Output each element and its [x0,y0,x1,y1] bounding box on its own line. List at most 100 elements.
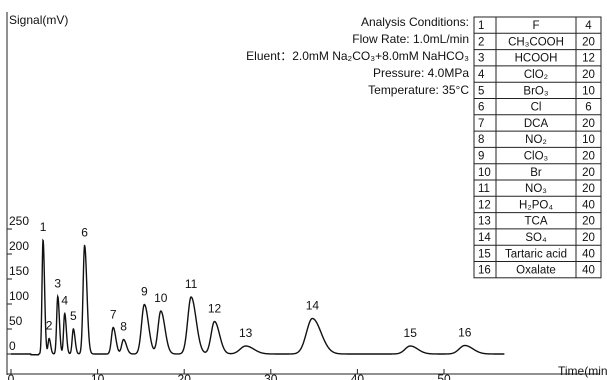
table-cell-analyte: ClO₂ [524,69,548,81]
table-row: 14 SO₄ 20 [478,232,595,244]
x-tick-label: 50 [437,372,451,380]
x-tick-label: 30 [264,372,278,380]
table-cell-analyte: F [532,20,539,32]
y-tick-label: 0 [9,339,16,353]
table-cell-no: 7 [478,118,484,130]
y-tick-label: 50 [9,314,23,328]
table-cell-analyte: Cl [531,102,542,114]
table-cell-no: 4 [478,69,485,81]
table-cell-analyte: DCA [524,118,549,130]
y-tick-label: 100 [9,289,29,303]
table-cell-no: 11 [478,183,490,195]
table-cell-conc: 10 [582,134,595,146]
peak-label: 15 [404,326,418,340]
y-tick-label: 250 [9,214,29,228]
table-cell-conc: 40 [582,199,595,211]
peak-label: 9 [141,285,148,299]
table-cell-analyte: Tartaric acid [505,248,567,260]
table-cell-conc: 20 [582,69,595,81]
table-row: 8 NO₂ 10 [478,134,595,146]
table-cell-conc: 20 [582,167,595,179]
table-cell-no: 2 [478,36,484,48]
y-axis-label: Signal(mV) [9,13,68,27]
table-row: 5 BrO₃ 10 [478,85,595,97]
table-cell-conc: 6 [585,102,591,114]
peak-label: 7 [110,308,117,322]
analyte-table: 1 F 4 2 CH₃COOH 20 3 HCOOH 12 4 ClO₂ 20 5 BrO₃ 10 6 Cl 6 7… [473,16,602,279]
table-row: 13 TCA 20 [478,216,595,228]
table-row: 10 Br 20 [478,167,595,179]
peak-label: 2 [46,319,53,333]
table-cell-no: 6 [478,102,484,114]
conditions-eluent: Eluent：2.0mM Na₂CO₃+8.0mM NaHCO₃ [246,49,469,63]
table-cell-no: 16 [478,265,491,277]
table-cell-conc: 20 [582,216,595,228]
table-cell-conc: 40 [582,265,595,277]
peak-label: 14 [306,299,320,313]
table-cell-analyte: NO₃ [525,183,547,195]
table-row: 12 H₂PO₄ 40 [478,199,595,211]
table-row: 7 DCA 20 [478,118,595,130]
y-tick-label: 200 [9,239,29,253]
table-cell-conc: 20 [582,232,595,244]
peak-label: 12 [208,302,222,316]
table-cell-no: 8 [478,134,484,146]
table-cell-analyte: TCA [525,216,548,228]
table-cell-no: 14 [478,232,491,244]
peak-label: 13 [239,326,253,340]
table-cell-analyte: H₂PO₄ [519,199,553,211]
table-cell-no: 10 [478,167,491,179]
table-row: 6 Cl 6 [478,102,592,114]
table-row: 2 CH₃COOH 20 [478,36,595,48]
table-cell-no: 13 [478,216,491,228]
table-cell-conc: 20 [582,151,595,163]
table-cell-analyte: Br [530,167,542,179]
peak-label: 16 [458,326,472,340]
table-cell-conc: 20 [582,118,595,130]
x-tick-label: 40 [351,372,365,380]
peak-label: 4 [61,294,68,308]
conditions-title: Analysis Conditions: [361,15,469,29]
table-cell-conc: 40 [582,248,595,260]
table-row: 16 Oxalate 40 [478,265,595,277]
analysis-conditions: Analysis Conditions: Flow Rate: 1.0mL/mi… [246,15,469,97]
table-cell-no: 9 [478,151,484,163]
table-cell-no: 1 [478,20,484,32]
table-cell-analyte: NO₂ [525,134,547,146]
peak-label: 10 [154,291,168,305]
table-cell-conc: 12 [582,53,595,65]
table-row: 15 Tartaric acid 40 [478,248,595,260]
table-cell-analyte: SO₄ [525,232,547,244]
table-row: 11 NO₃ 20 [478,183,595,195]
table-row: 9 ClO₃ 20 [478,151,595,163]
table-cell-analyte: BrO₃ [523,85,548,97]
table-cell-no: 15 [478,248,491,260]
table-cell-analyte: ClO₃ [524,151,549,163]
x-tick-label: 20 [178,372,192,380]
x-tick-label: 0 [8,372,15,380]
peak-label: 6 [81,226,88,240]
table-cell-conc: 4 [585,20,592,32]
table-cell-analyte: Oxalate [516,265,556,277]
table-cell-no: 12 [478,199,491,211]
table-cell-no: 3 [478,53,484,65]
table-row: 1 F 4 [478,20,592,32]
peak-label: 3 [54,277,61,291]
y-tick-label: 150 [9,264,29,278]
conditions-pressure: Pressure: 4.0MPa [373,66,469,80]
x-axis-label: Time(min) [558,364,607,378]
table-cell-analyte: CH₃COOH [508,36,564,48]
y-ticks: 0 50 100 150 200 250 [7,214,29,355]
table-row: 3 HCOOH 12 [478,53,595,65]
table-cell-analyte: HCOOH [515,53,558,65]
conditions-flow-rate: Flow Rate: 1.0mL/min [352,32,469,46]
peak-label: 1 [40,220,47,234]
peak-label: 8 [120,320,127,334]
table-cell-no: 5 [478,85,484,97]
x-ticks: 0 10 20 30 40 50 [8,369,451,380]
table-cell-conc: 10 [582,85,595,97]
table-row: 4 ClO₂ 20 [478,69,595,81]
table-cell-conc: 20 [582,183,595,195]
